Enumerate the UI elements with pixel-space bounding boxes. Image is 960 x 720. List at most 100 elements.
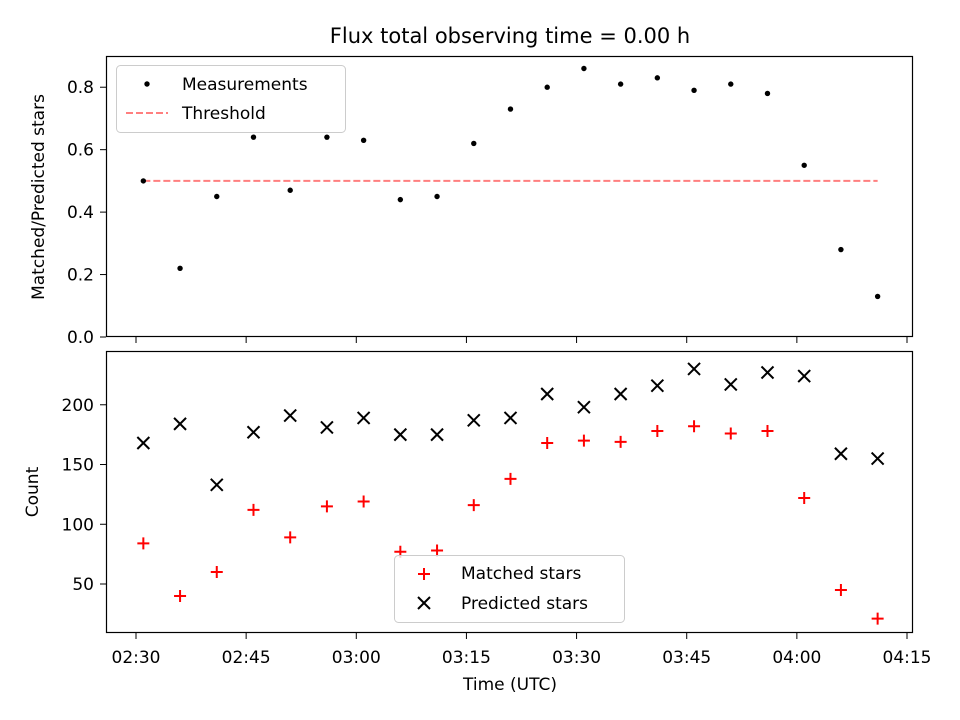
matched-stars-point [871,612,884,625]
bottom-x-ticks: 02:30 02:45 03:00 03:15 03:30 03:45 04:00 04:15 [112,633,932,668]
predicted-stars-point [834,447,848,461]
predicted-stars-point [797,369,811,383]
measurement-point [250,134,257,140]
top-y-tick-label: 0.4 [67,203,94,223]
top-x-ticks [135,337,908,343]
matched-stars-point [320,500,333,513]
predicted-stars-point [356,411,371,425]
bottom-plot-marks [136,362,885,625]
legend-measurements-marker [144,81,150,87]
matched-stars-point [614,435,627,448]
matched-stars-point [834,583,847,596]
predicted-stars-point [393,427,408,442]
predicted-stars-point [613,387,628,401]
measurement-point [838,246,844,253]
predicted-stars-point [577,400,591,414]
top-axes-frame [105,55,914,338]
matched-stars-point [210,566,223,579]
matched-stars-point [467,499,480,512]
predicted-stars-point [503,411,518,425]
matched-stars-point [541,437,554,450]
bottom-legend-box [394,555,625,623]
top-legend: Measurements Threshold [116,65,346,133]
bottom-y-tick-label: 100 [62,515,94,535]
measurement-point [177,265,183,272]
bottom-y-tick-label: 50 [72,575,94,595]
matched-stars-point [651,425,664,438]
x-tick-label: 03:45 [662,648,711,668]
bottom-y-tick-label: 150 [62,456,94,476]
legend-matched-label: Matched stars [461,564,581,584]
top-y-tick-label: 0.8 [67,78,94,98]
top-y-tick-label: 0.0 [67,328,94,348]
matched-stars-point [761,425,774,438]
measurement-point [654,75,661,81]
measurement-point [360,137,367,143]
predicted-stars-point [540,387,554,401]
legend-predicted-marker [417,596,431,610]
predicted-stars-point [283,408,297,423]
top-plot-marks [140,65,881,300]
matched-stars-point [431,544,444,557]
top-y-axis-label: Matched/Predicted stars [29,94,49,300]
x-tick-label: 04:15 [883,648,932,668]
top-y-tick-label: 0.6 [67,141,94,161]
matched-stars-point [137,537,150,550]
predicted-stars-point [650,378,665,393]
x-tick-label: 03:00 [332,648,381,668]
x-tick-label: 02:45 [222,648,271,668]
measurement-point [764,90,771,97]
bottom-axes-frame [105,350,914,634]
predicted-stars-point [870,451,885,466]
measurement-point [324,134,330,140]
legend-threshold-label: Threshold [181,104,266,124]
top-y-ticks: 0.0 0.2 0.4 0.6 0.8 [67,78,106,348]
measurement-point [691,87,697,94]
legend-matched-marker [418,568,430,580]
measurement-point [581,65,587,72]
bottom-y-axis-label: Count [23,466,43,517]
legend-measurements-label: Measurements [182,75,308,95]
predicted-stars-point [136,436,151,450]
x-tick-label: 03:30 [552,648,601,668]
matched-stars-point [174,589,187,602]
top-y-tick-label: 0.2 [67,266,94,286]
measurement-point [544,84,550,90]
x-axis-label: Time (UTC) [462,675,557,695]
x-tick-label: 03:15 [442,648,491,668]
top-panel: Flux total observing time = 0.00 h Match… [29,24,914,348]
matched-stars-point [357,495,370,508]
predicted-stars-point [467,413,481,428]
measurement-point [728,81,734,87]
predicted-stars-point [760,365,775,380]
x-tick-label: 04:00 [772,648,821,668]
legend-predicted-label: Predicted stars [461,594,588,614]
matched-stars-point [247,503,260,516]
predicted-stars-point [173,417,187,431]
predicted-stars-point [430,427,444,442]
matched-stars-point [688,420,701,433]
measurement-point [287,187,293,193]
bottom-y-ticks: 50 100 150 200 [62,396,106,595]
predicted-stars-point [320,420,334,435]
predicted-stars-point [724,377,738,392]
measurement-point [214,193,220,200]
predicted-stars-point [210,478,224,492]
measurement-point [801,162,807,168]
measurement-point [617,81,624,87]
x-tick-label: 02:30 [112,648,161,668]
measurement-point [471,140,477,147]
chart-title: Flux total observing time = 0.00 h [330,24,690,48]
matched-stars-point [724,427,737,440]
predicted-stars-point [246,425,261,439]
measurement-point [507,106,514,112]
bottom-y-tick-label: 200 [62,396,94,416]
matched-stars-point [504,472,517,485]
matched-stars-point [284,531,297,544]
top-legend-box [116,65,346,133]
measurement-point [397,196,404,203]
measurement-point [140,178,147,184]
matched-stars-point [577,434,590,447]
